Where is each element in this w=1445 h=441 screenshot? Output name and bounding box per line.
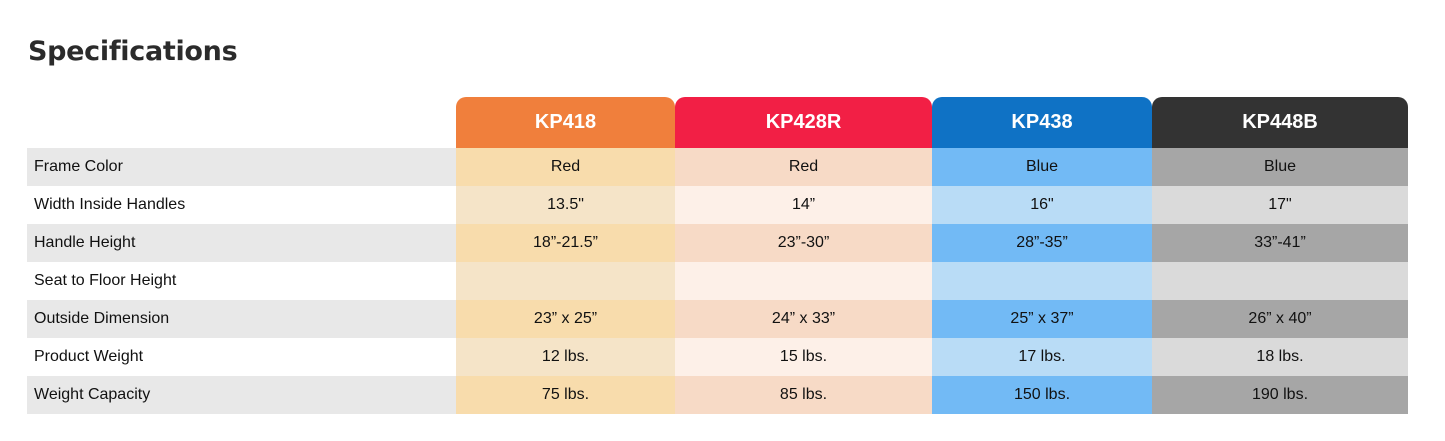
row-label: Frame Color (27, 148, 456, 186)
section-title: Specifications (28, 36, 238, 67)
spec-cell: 12 lbs. (456, 338, 675, 376)
row-label: Outside Dimension (27, 300, 456, 338)
row-label: Seat to Floor Height (27, 262, 456, 300)
column-header: KP428R (675, 97, 932, 148)
spec-cell: 28”-35” (932, 224, 1152, 262)
row-label: Handle Height (27, 224, 456, 262)
spec-cell: 17 lbs. (932, 338, 1152, 376)
column-header: KP438 (932, 97, 1152, 148)
column-header: KP448B (1152, 97, 1408, 148)
corner (27, 97, 456, 148)
table-row: Width Inside Handles 13.5" 14” 16" 17" (27, 186, 1408, 224)
spec-cell: 23”-30” (675, 224, 932, 262)
row-label: Weight Capacity (27, 376, 456, 414)
spec-cell: 25” x 37” (932, 300, 1152, 338)
spec-cell: 150 lbs. (932, 376, 1152, 414)
spec-cell: 16" (932, 186, 1152, 224)
spec-cell: Blue (1152, 148, 1408, 186)
spec-cell (456, 262, 675, 300)
table-row: Weight Capacity 75 lbs. 85 lbs. 150 lbs. 190… (27, 376, 1408, 414)
spec-cell: 23” x 25” (456, 300, 675, 338)
column-header: KP418 (456, 97, 675, 148)
table-row: Outside Dimension 23” x 25” 24” x 33” 25” x… (27, 300, 1408, 338)
spec-cell (932, 262, 1152, 300)
spec-table: KP418 KP428R KP438 KP448B Frame Color Red Red… (27, 97, 1408, 414)
spec-cell: 17" (1152, 186, 1408, 224)
table-row: Product Weight 12 lbs. 15 lbs. 17 lbs. 18 lb… (27, 338, 1408, 376)
spec-cell: 33”-41” (1152, 224, 1408, 262)
spec-cell: Red (675, 148, 932, 186)
table-row: Seat to Floor Height (27, 262, 1408, 300)
spec-cell: Red (456, 148, 675, 186)
header-row: KP418 KP428R KP438 KP448B (27, 97, 1408, 148)
table-row: Handle Height 18”-21.5” 23”-30” 28”-35” 33”-… (27, 224, 1408, 262)
spec-cell: Blue (932, 148, 1152, 186)
spec-cell (675, 262, 932, 300)
spec-cell: 24” x 33” (675, 300, 932, 338)
spec-cell: 18 lbs. (1152, 338, 1408, 376)
spec-cell: 85 lbs. (675, 376, 932, 414)
table-row: Frame Color Red Red Blue Blue (27, 148, 1408, 186)
spec-cell: 75 lbs. (456, 376, 675, 414)
spec-cell: 18”-21.5” (456, 224, 675, 262)
spec-cell: 15 lbs. (675, 338, 932, 376)
row-label: Width Inside Handles (27, 186, 456, 224)
spec-cell: 26” x 40” (1152, 300, 1408, 338)
spec-cell: 13.5" (456, 186, 675, 224)
spec-cell (1152, 262, 1408, 300)
table-body: Frame Color Red Red Blue Blue Width Inside Ha… (27, 148, 1408, 414)
spec-cell: 14” (675, 186, 932, 224)
row-label: Product Weight (27, 338, 456, 376)
spec-cell: 190 lbs. (1152, 376, 1408, 414)
